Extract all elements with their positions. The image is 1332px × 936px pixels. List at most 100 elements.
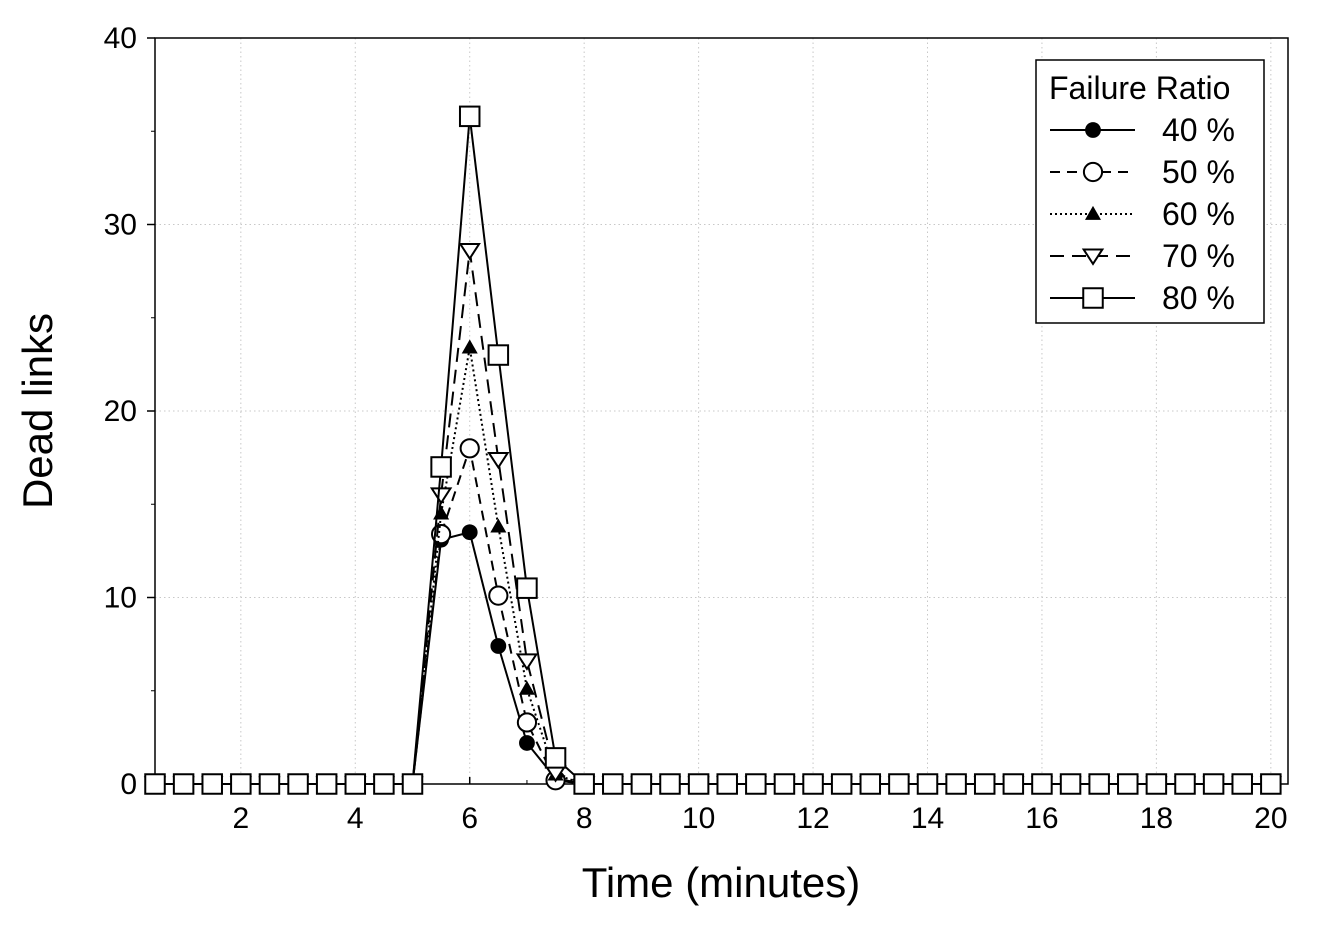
- legend-entry: 80 %: [1050, 280, 1235, 316]
- x-tick-label: 16: [1025, 802, 1058, 835]
- legend-entries: 40 % 50 % 60 % 70 % 80 %: [1050, 112, 1235, 316]
- x-tick-label: 14: [911, 802, 944, 835]
- data-point: [544, 747, 567, 769]
- legend-marker: [1085, 122, 1101, 138]
- data-point: [602, 773, 624, 795]
- series-40-pct: [147, 524, 1279, 792]
- data-point: [888, 773, 910, 795]
- data-point: [1002, 773, 1025, 795]
- data-point: [373, 773, 395, 795]
- data-point: [859, 773, 882, 795]
- x-tick-label: 8: [576, 802, 593, 835]
- data-point: [916, 773, 939, 795]
- legend-marker: [1082, 161, 1104, 183]
- legend-label: 40 %: [1162, 112, 1235, 148]
- legend-label: 70 %: [1162, 238, 1235, 274]
- data-point: [516, 712, 538, 733]
- legend-marker: [1084, 205, 1102, 220]
- series-80-pct: [144, 105, 1282, 795]
- data-point: [172, 773, 195, 795]
- data-point: [1117, 773, 1139, 795]
- data-point: [1145, 773, 1168, 795]
- y-axis-title: Dead links: [14, 313, 61, 509]
- data-point: [630, 773, 653, 795]
- data-point: [344, 773, 367, 795]
- legend-title: Failure Ratio: [1049, 70, 1230, 106]
- legend-label: 50 %: [1162, 154, 1235, 190]
- data-point: [144, 773, 166, 795]
- data-point: [945, 773, 967, 795]
- data-point: [1059, 773, 1082, 795]
- data-point: [458, 105, 481, 128]
- data-point: [573, 773, 595, 795]
- legend-entry: 40 %: [1050, 112, 1235, 148]
- grid: [155, 37, 1288, 785]
- data-point: [431, 523, 452, 545]
- data-point: [315, 773, 338, 795]
- data-point: [516, 577, 538, 599]
- data-point: [458, 243, 481, 261]
- data-point: [1174, 773, 1196, 795]
- series-line: [155, 347, 1271, 785]
- data-point: [802, 773, 824, 795]
- data-point: [490, 518, 507, 533]
- series-line: [155, 116, 1271, 785]
- data-point: [519, 735, 535, 751]
- data-point: [430, 456, 452, 478]
- data-point: [687, 773, 710, 795]
- data-point: [201, 773, 223, 795]
- y-tick-label: 0: [120, 768, 137, 801]
- data-point: [745, 773, 767, 795]
- data-point: [490, 638, 507, 654]
- series-line: [155, 250, 1271, 785]
- data-point: [773, 773, 796, 795]
- series-60-pct: [146, 339, 1279, 790]
- axis-ticks: 2 4 6 8 10 12 14 16 18 20 0 10 20 30 40: [104, 22, 1288, 835]
- legend-entry: 60 %: [1050, 196, 1235, 232]
- x-tick-label: 18: [1140, 802, 1173, 835]
- data-point: [459, 438, 480, 459]
- x-tick-label: 4: [347, 802, 364, 835]
- data-point: [429, 487, 453, 505]
- x-tick-label: 10: [682, 802, 715, 835]
- legend-box: [1035, 59, 1265, 324]
- legend-entry: 70 %: [1050, 238, 1235, 274]
- x-tick-label: 2: [232, 802, 249, 835]
- data-point: [973, 773, 996, 795]
- y-tick-label: 10: [104, 582, 137, 615]
- data-point: [461, 524, 478, 541]
- series-70-pct: [143, 243, 1283, 794]
- data-point: [287, 773, 309, 795]
- data-point: [518, 680, 535, 695]
- legend-label: 80 %: [1162, 280, 1235, 316]
- series-50-pct: [144, 438, 1281, 795]
- data-point: [1231, 773, 1253, 795]
- x-tick-label: 6: [461, 802, 478, 835]
- data-point: [515, 653, 539, 671]
- legend-marker: [1081, 248, 1105, 266]
- data-point: [258, 773, 281, 795]
- legend: Failure Ratio 40 % 50 % 60 % 70 % 80 %: [1035, 59, 1265, 324]
- data-point: [1202, 773, 1225, 795]
- x-axis-title: Time (minutes): [582, 859, 860, 906]
- data-point: [401, 773, 424, 795]
- x-tick-label: 12: [796, 802, 829, 835]
- data-point: [830, 773, 853, 795]
- y-tick-label: 30: [104, 209, 137, 242]
- series-group: [143, 105, 1283, 795]
- data-point: [1260, 773, 1282, 795]
- series-line: [155, 531, 1271, 785]
- data-point: [461, 339, 478, 354]
- legend-entry: 50 %: [1050, 154, 1235, 190]
- x-tick-label: 20: [1254, 802, 1287, 835]
- data-point: [1031, 773, 1053, 795]
- data-point: [487, 344, 510, 366]
- legend-label: 60 %: [1162, 196, 1235, 232]
- data-point: [716, 773, 738, 795]
- data-point: [659, 773, 681, 795]
- y-tick-label: 40: [104, 22, 137, 55]
- series-line: [155, 444, 1271, 785]
- data-point: [230, 773, 252, 795]
